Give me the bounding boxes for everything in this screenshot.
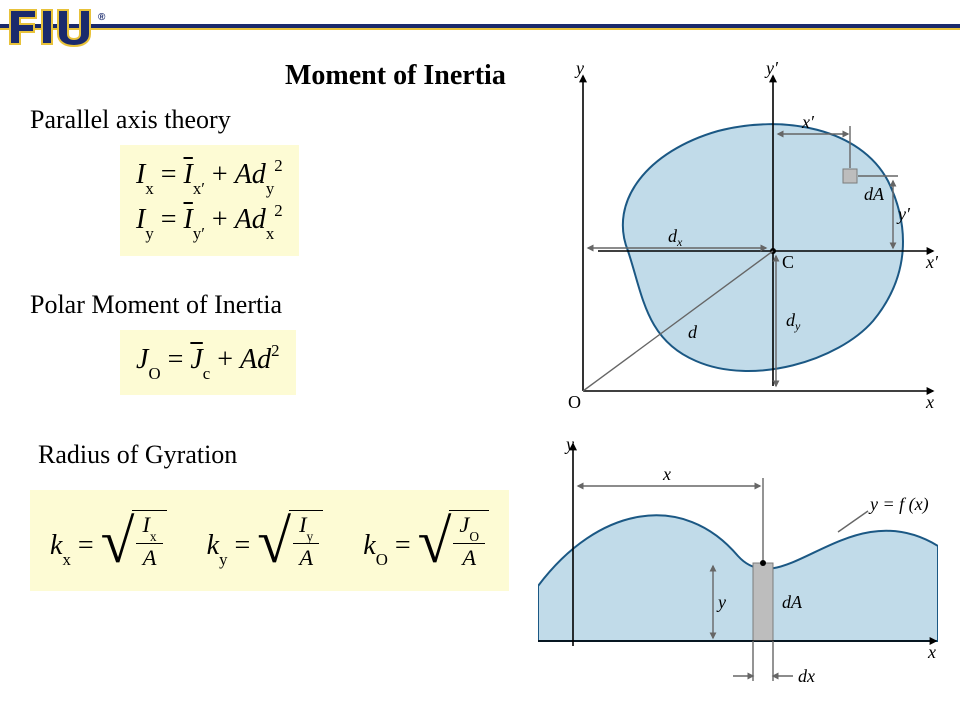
xprime-axis-label: x′ xyxy=(925,252,938,272)
dA-label-2: dA xyxy=(782,592,803,612)
dA-strip xyxy=(753,563,773,641)
slide-header: ® xyxy=(0,0,960,48)
label-parallel-axis: Parallel axis theory xyxy=(30,105,231,135)
x-axis-label-2: x xyxy=(927,642,936,662)
dx-label: dx xyxy=(798,666,815,686)
fiu-logo: ® xyxy=(6,4,126,48)
x-axis-label: x xyxy=(925,392,934,412)
yprime-axis-label: y′ xyxy=(764,58,779,78)
curve-point xyxy=(760,560,766,566)
area-under-curve xyxy=(538,515,938,641)
yprime-dim-label: y′ xyxy=(896,204,911,224)
y-axis-label: y xyxy=(574,58,584,78)
xprime-dim-label: x′ xyxy=(801,112,815,132)
label-polar-moment: Polar Moment of Inertia xyxy=(30,290,282,320)
centroid-label: C xyxy=(782,252,794,272)
equations-parallel-axis: Ix = Ix′ + Ady2 Iy = Iy′ + Adx2 xyxy=(120,145,299,256)
curve-label: y = f (x) xyxy=(868,494,929,515)
eq-ky: ky = √ Iy A xyxy=(207,510,324,571)
eq-kx: kx = √ Ix A xyxy=(50,510,167,571)
origin-label: O xyxy=(568,392,581,412)
header-bar xyxy=(0,24,960,30)
dA-element xyxy=(843,169,857,183)
page-title: Moment of Inertia xyxy=(285,60,506,92)
y-axis-label-2: y xyxy=(564,436,574,454)
svg-text:®: ® xyxy=(98,12,106,23)
eq-ix: Ix = Ix′ + Ady2 xyxy=(136,153,283,198)
diagram-parallel-axis: y y′ x x′ O C dA x′ y′ dx dy d xyxy=(538,56,938,426)
label-radius-gyration: Radius of Gyration xyxy=(38,440,237,470)
d-label: d xyxy=(688,322,698,342)
y-dim-label: y xyxy=(716,592,726,612)
equations-radius-gyration: kx = √ Ix A ky = √ Iy A kO = √ JO A xyxy=(30,490,509,591)
dA-label: dA xyxy=(864,184,885,204)
equation-polar-moment: JO = Jc + Ad2 xyxy=(120,330,296,395)
eq-ko: kO = √ JO A xyxy=(363,510,489,571)
diagram-curve-dx: y x x y dA dx y = f (x) xyxy=(538,436,938,706)
eq-iy: Iy = Iy′ + Adx2 xyxy=(136,198,283,243)
x-dim-label: x xyxy=(662,464,671,484)
